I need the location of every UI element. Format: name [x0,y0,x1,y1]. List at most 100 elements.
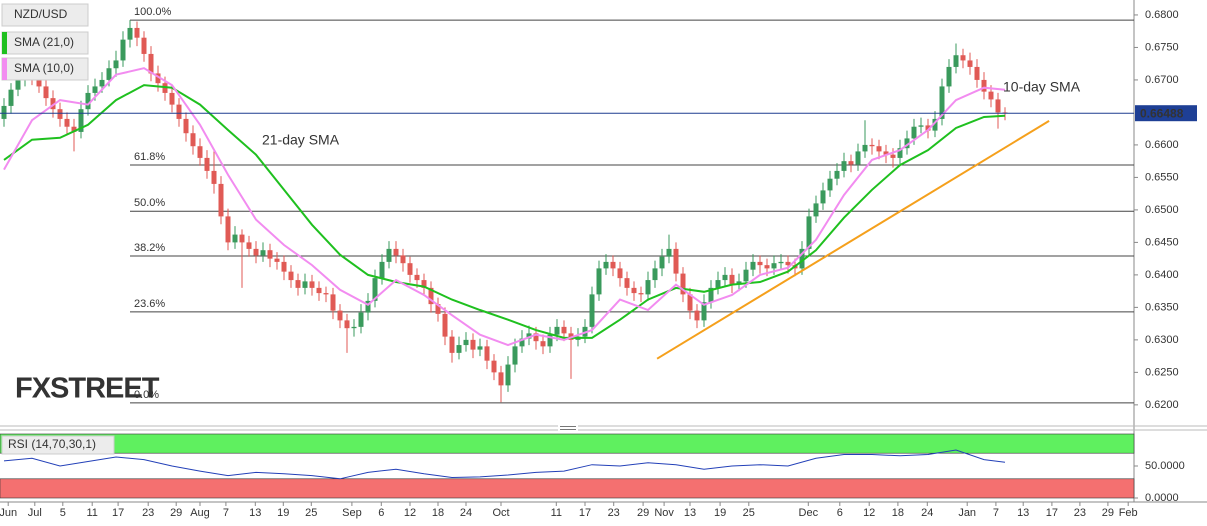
candle-body [463,339,469,346]
x-tick-label: 11 [551,507,562,519]
x-tick-label: Jan [958,507,976,519]
candle-body [365,300,371,313]
candle-body [120,39,126,61]
candle-body [470,339,476,350]
rsi-y-tick-label: 50.0000 [1145,460,1185,472]
candle-body [526,333,532,339]
candle-body [1,105,7,119]
x-tick-label: 6 [837,507,843,519]
candle-body [246,242,252,249]
candle-body [785,261,791,266]
candle-body [547,334,553,347]
x-tick-label: 18 [432,507,444,519]
candle-body [36,76,42,87]
y-tick-label: 0.6200 [1145,399,1179,411]
candle-body [449,336,455,353]
x-tick-label: 12 [404,507,416,519]
candle-body [155,73,161,84]
candle-body [904,138,910,149]
rsi-label-box [1,435,115,455]
y-tick-label: 0.6600 [1145,139,1179,151]
candle-body [393,248,399,256]
x-tick-label: 17 [112,507,124,519]
y-tick-label: 0.6400 [1145,269,1179,281]
fib-level-label: 100.0% [134,6,172,18]
candle-body [596,268,602,295]
y-tick-label: 0.6550 [1145,171,1179,183]
candle-body [974,66,980,80]
legend-box [1,3,89,27]
candle-body [134,27,140,38]
x-tick-label: 7 [223,507,229,519]
candle-body [190,133,196,147]
candle-body [43,86,49,99]
candle-body [603,261,609,269]
candle-body [820,190,826,204]
candle-body [176,104,182,119]
fib-level-label: 23.6% [134,298,165,310]
candle-body [491,360,497,373]
candle-body [323,293,329,295]
y-tick-label: 0.6800 [1145,9,1179,21]
rsi-zone [0,433,1135,454]
candle-body [477,346,483,350]
candle-body [848,161,854,165]
candle-body [876,146,882,152]
candle-body [512,346,518,365]
last-price-label: 0.66488 [1140,106,1184,120]
sma-line [3,84,1006,339]
candle-body [456,345,462,353]
candle-body [617,268,623,279]
candle-body [379,261,385,279]
candle-body [309,281,315,288]
candle-body [890,154,896,158]
x-tick-label: 12 [863,507,875,519]
candle-body [239,234,245,243]
candle-body [813,203,819,217]
candle-body [316,287,322,294]
candle-body [715,280,721,288]
candle-body [561,326,567,334]
x-tick-label: 24 [921,507,933,519]
candle-body [204,157,210,171]
fib-level-label: 50.0% [134,197,165,209]
candle-body [218,183,224,217]
candle-body [225,216,231,243]
resize-handle[interactable] [558,424,578,432]
candle-body [981,79,987,92]
y-tick-label: 0.6350 [1145,301,1179,313]
candle-body [694,310,700,321]
candle-body [827,178,833,191]
y-tick-label: 0.6250 [1145,366,1179,378]
candle-body [57,109,63,119]
x-tick-label: Sep [342,507,362,519]
candle-body [701,302,707,321]
last-price-box [1135,105,1197,122]
x-tick-label: 29 [1102,507,1114,519]
candle-body [351,326,357,329]
candle-body [414,274,420,281]
rsi-label: RSI (14,70,30,1) [8,437,96,451]
x-tick-label: 29 [170,507,182,519]
candle-body [666,248,672,257]
x-tick-label: Jul [28,507,42,519]
annotation: 21-day SMA [262,132,340,148]
candle-body [659,256,665,269]
candle-body [638,293,644,295]
x-tick-label: Aug [190,507,210,519]
candle-body [771,263,777,269]
candle-body [540,341,546,347]
watermark: FXSTREET [15,373,160,405]
candle-body [127,27,133,40]
candle-body [337,310,343,321]
candle-body [211,170,217,184]
candle-body [883,151,889,155]
candle-body [533,333,539,342]
candle-body [869,144,875,147]
candle-body [344,320,350,329]
x-tick-label: 13 [684,507,696,519]
candle-body [911,126,917,139]
candle-body [624,278,630,288]
candle-body [729,274,735,285]
